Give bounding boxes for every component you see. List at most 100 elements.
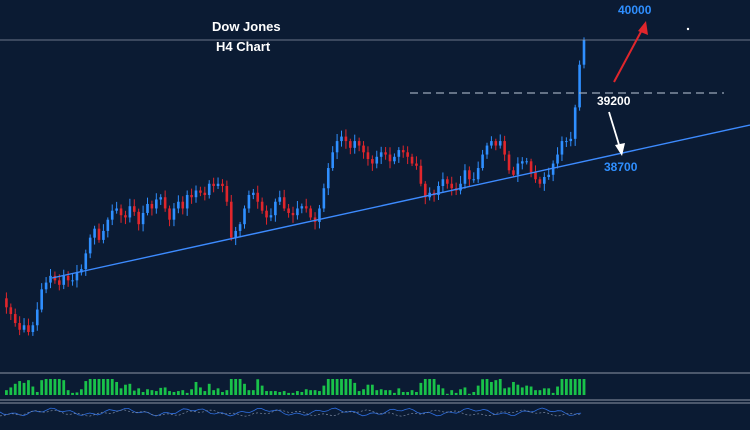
candle-body	[529, 161, 533, 173]
candle-body	[124, 215, 127, 218]
histogram-bar	[318, 391, 321, 395]
title-line2: H4 Chart	[216, 39, 271, 54]
candle-body	[168, 208, 171, 220]
histogram-bar	[238, 379, 242, 395]
candle-body	[243, 208, 246, 225]
histogram-bar	[287, 392, 290, 395]
histogram-bar	[331, 379, 335, 395]
histogram-bar	[415, 391, 418, 395]
histogram-bar	[542, 388, 546, 395]
histogram-bar	[481, 379, 484, 395]
histogram-bar	[278, 391, 282, 395]
histogram-bar	[300, 391, 304, 395]
candle-body	[371, 159, 374, 164]
candle-body	[450, 183, 454, 189]
histogram-bar	[229, 379, 233, 395]
candle-body	[578, 64, 581, 108]
histogram-bar	[551, 392, 555, 395]
histogram-bar	[110, 379, 114, 395]
histogram-bar	[84, 381, 88, 395]
histogram-bar	[251, 390, 255, 395]
histogram-bar	[79, 389, 83, 395]
candle-body	[62, 275, 66, 285]
candle-body	[512, 170, 515, 175]
indicators	[0, 372, 750, 417]
candle-body	[309, 208, 312, 218]
candle-body	[349, 141, 352, 148]
histogram-bar	[582, 379, 586, 395]
histogram-bar	[199, 387, 202, 395]
histogram-bar	[388, 390, 392, 395]
candle-body	[534, 172, 537, 180]
histogram-bar	[569, 379, 573, 395]
histogram-bar	[454, 392, 458, 395]
candle-body	[406, 152, 409, 157]
candle-body	[119, 208, 123, 216]
candle-body	[49, 275, 52, 283]
histogram-bar	[53, 379, 57, 395]
candle-body	[494, 141, 498, 146]
histogram-bar	[578, 379, 581, 395]
histogram-bar	[234, 379, 238, 395]
candle-body	[423, 183, 427, 198]
histogram-bar	[176, 391, 180, 395]
candle-body	[296, 208, 299, 216]
histogram-bar	[357, 391, 361, 395]
candle-body	[229, 201, 233, 238]
histogram-bar	[344, 379, 348, 395]
histogram-bar	[172, 391, 176, 395]
histogram-bar	[57, 379, 61, 395]
candle-body	[468, 170, 471, 180]
histogram-bar	[225, 390, 229, 395]
candle-body	[560, 141, 564, 155]
histogram-bar	[441, 388, 445, 395]
candle-body	[419, 165, 423, 184]
histogram-bar	[498, 379, 502, 395]
histogram-bar	[401, 391, 405, 395]
candle-body	[132, 206, 136, 212]
histogram-bar	[573, 379, 577, 395]
histogram-bar	[375, 390, 379, 395]
level-label-38700: 38700	[604, 160, 638, 174]
candle-body	[287, 208, 290, 213]
candle-body	[88, 237, 92, 254]
histogram-bar	[560, 379, 564, 395]
histogram-bar	[247, 390, 251, 395]
candle-body	[538, 179, 542, 184]
candle-body	[304, 206, 308, 209]
candle-body	[137, 211, 140, 225]
histogram-bar	[340, 379, 343, 395]
candle-body	[551, 163, 555, 175]
candle-body	[569, 138, 573, 142]
histogram-bar	[27, 380, 30, 395]
candle-body	[472, 179, 476, 181]
candle-body	[556, 154, 559, 164]
candle-body	[35, 309, 39, 326]
histogram-bar	[326, 379, 330, 395]
histogram-bar	[132, 390, 136, 395]
trendline-support	[51, 124, 750, 279]
candle-body	[13, 314, 17, 324]
histogram-bar	[9, 387, 13, 395]
candle-body	[265, 210, 268, 218]
candle-body	[53, 275, 57, 281]
histogram-bar	[128, 383, 132, 395]
candle-body	[490, 141, 493, 146]
candle-body	[340, 136, 343, 142]
histogram-bar	[273, 391, 277, 395]
candle-body	[362, 145, 365, 153]
levels	[0, 21, 750, 279]
histogram-bar	[397, 388, 401, 395]
candle-body	[291, 212, 295, 216]
histogram-bar	[335, 379, 339, 395]
histogram-bar	[304, 389, 308, 395]
histogram-bar	[154, 391, 158, 395]
candle-body	[476, 168, 480, 180]
histogram-bar	[49, 379, 52, 395]
candle-body	[507, 154, 511, 171]
histogram-bar	[212, 390, 216, 395]
candle-body	[128, 206, 132, 218]
histogram-bar	[348, 379, 352, 395]
histogram-bar	[450, 390, 454, 395]
histogram-bar	[106, 379, 110, 395]
